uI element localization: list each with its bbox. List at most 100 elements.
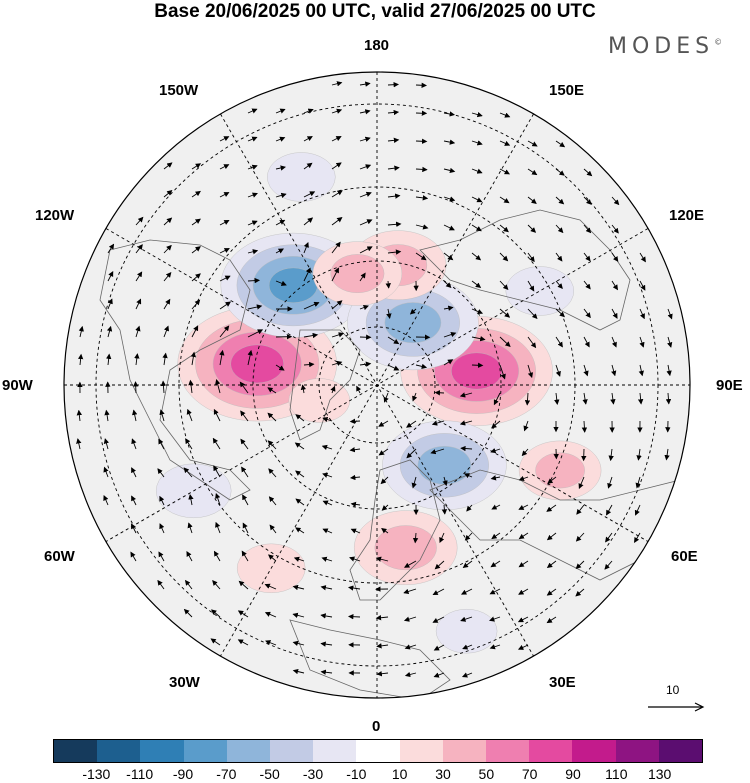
negative-anomaly-contour xyxy=(435,609,498,654)
wind-arrow xyxy=(610,392,616,405)
wind-arrow xyxy=(387,193,401,199)
negative-anomaly-contour xyxy=(267,152,336,202)
wind-arrow xyxy=(387,364,400,371)
wind-arrow xyxy=(499,112,511,118)
wind-arrow xyxy=(555,224,564,234)
wind-arrow xyxy=(499,308,511,318)
wind-arrow xyxy=(183,467,193,478)
negative-anomaly-contour xyxy=(268,267,318,303)
wind-arrow xyxy=(635,476,641,489)
wind-arrow xyxy=(275,192,287,198)
wind-arrow xyxy=(247,277,260,284)
wind-arrow xyxy=(303,267,311,282)
wind-arrow xyxy=(331,108,343,114)
wind-arrow xyxy=(404,644,417,650)
wind-arrow xyxy=(294,442,305,450)
wind-arrow xyxy=(383,392,389,403)
wind-arrow xyxy=(639,280,646,291)
lon-label-30e: 30E xyxy=(549,674,576,691)
colorbar-tick-label: -70 xyxy=(216,766,237,782)
wind-arrow xyxy=(434,560,445,570)
wind-arrow xyxy=(295,498,305,506)
wind-arrow xyxy=(247,349,253,366)
wind-arrow xyxy=(555,336,563,348)
wind-arrow xyxy=(555,308,565,318)
wind-arrow xyxy=(639,308,645,320)
wind-arrow xyxy=(239,381,249,394)
wind-arrow xyxy=(292,668,305,675)
wind-arrow xyxy=(439,532,445,544)
colorbar-cell xyxy=(529,740,573,762)
wind-arrow xyxy=(432,616,445,623)
wind-arrow xyxy=(546,504,557,512)
colorbar-cell xyxy=(572,740,616,762)
wind-arrow xyxy=(387,81,399,88)
colorbar-tick-label: -30 xyxy=(302,766,324,782)
wind-arrow xyxy=(275,136,286,142)
wind-arrow xyxy=(247,136,258,142)
wind-arrow xyxy=(184,579,193,590)
wind-arrow xyxy=(349,447,361,453)
brand-logo: MODES© xyxy=(608,34,722,59)
lon-label-60w: 60W xyxy=(44,548,75,565)
wind-arrow xyxy=(583,308,591,319)
wind-arrow xyxy=(242,522,249,534)
colorbar-tick-label: 30 xyxy=(435,766,451,782)
wind-arrow xyxy=(499,364,506,380)
wind-arrow xyxy=(554,392,560,405)
wind-arrow xyxy=(406,448,417,459)
wind-arrow xyxy=(517,616,529,623)
wind-arrow xyxy=(103,494,109,506)
wind-arrow xyxy=(240,410,249,422)
wind-arrow xyxy=(583,364,589,377)
wind-arrow xyxy=(359,272,366,282)
wind-arrow xyxy=(666,364,672,377)
wind-arrow xyxy=(376,671,389,677)
wind-arrow xyxy=(386,308,392,319)
wind-arrow xyxy=(499,140,511,146)
wind-arrow xyxy=(157,468,165,478)
wind-arrow xyxy=(518,532,529,540)
wind-arrow xyxy=(385,280,391,289)
wind-arrow xyxy=(76,409,83,422)
wind-arrow xyxy=(527,280,535,292)
wind-arrow xyxy=(667,308,673,320)
wind-arrow xyxy=(375,556,389,562)
wind-arrow xyxy=(134,353,140,366)
graticule xyxy=(64,72,690,698)
wind-arrow xyxy=(188,494,194,506)
wind-arrow xyxy=(415,363,428,369)
lon-label-120w: 120W xyxy=(35,207,75,224)
wind-arrow xyxy=(581,420,588,433)
wind-arrow xyxy=(191,190,201,198)
colorbar-cell xyxy=(399,740,443,762)
wind-arrow xyxy=(160,380,167,394)
colorbar-cell xyxy=(486,740,530,762)
wind-arrow xyxy=(611,252,619,262)
colorbar-tick-label: -90 xyxy=(172,766,194,782)
wind-arrow xyxy=(215,521,221,534)
wind-arrow xyxy=(158,551,165,562)
wind-arrow xyxy=(499,196,510,204)
wind-arrow xyxy=(639,252,646,263)
wind-arrow xyxy=(443,305,454,311)
wind-arrow xyxy=(163,217,173,226)
wind-arrow xyxy=(499,224,509,233)
colorbar xyxy=(53,739,703,763)
wind-arrow xyxy=(637,392,644,405)
wind-arrow xyxy=(213,465,221,478)
wind-arrow xyxy=(412,392,418,402)
wind-arrow xyxy=(667,336,673,348)
wind-arrow xyxy=(211,609,221,618)
colorbar-tick-label: -50 xyxy=(259,766,280,782)
wind-arrow xyxy=(493,392,501,406)
wind-arrow xyxy=(268,496,277,506)
wind-arrow xyxy=(320,585,333,591)
wind-arrow xyxy=(460,616,473,622)
wind-arrow xyxy=(213,550,221,562)
wind-arrow xyxy=(575,532,585,542)
wind-arrow xyxy=(247,164,258,170)
wind-arrow xyxy=(441,504,448,515)
wind-arrow xyxy=(303,191,316,198)
colorbar-cell xyxy=(54,740,98,762)
